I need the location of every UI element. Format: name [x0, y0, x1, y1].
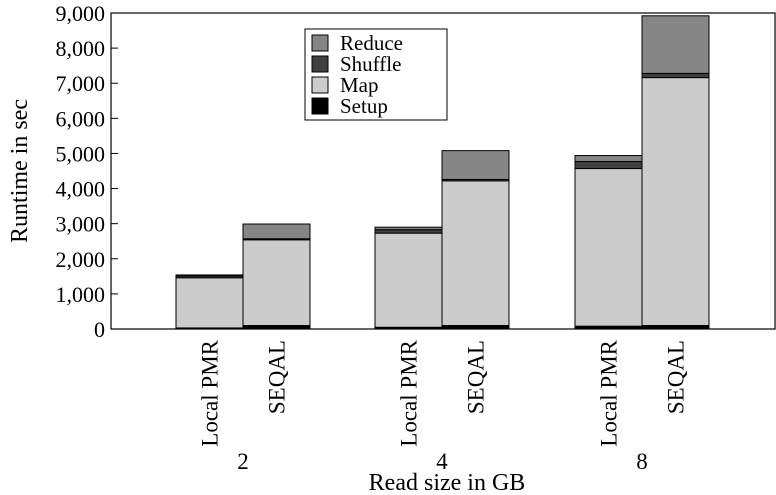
legend-swatch-map — [311, 76, 329, 94]
y-axis-title: Runtime in sec — [7, 99, 33, 243]
bar-label: Local PMR — [397, 339, 422, 446]
bar-segment-reduce — [242, 223, 311, 240]
bar-segment-reduce — [374, 226, 443, 231]
y-tick-label: 8,000 — [56, 36, 106, 61]
bar-segment-shuffle — [641, 72, 710, 79]
y-tick-label: 4,000 — [56, 177, 106, 202]
bar-segment-map — [175, 277, 244, 329]
bar-label: Local PMR — [597, 339, 622, 446]
y-tick-label: 0 — [94, 317, 105, 342]
bar-segment-map — [242, 239, 311, 326]
bar-segment-reduce — [641, 15, 710, 74]
legend-swatch-reduce — [311, 34, 329, 52]
bar-label: SEQAL — [265, 340, 290, 414]
bar-label: SEQAL — [664, 340, 689, 414]
y-tick-label: 9,000 — [56, 1, 106, 26]
bar-segment-map — [574, 168, 643, 327]
bar-segment-shuffle — [374, 229, 443, 234]
legend-swatch-shuffle — [311, 55, 329, 73]
group-label: 2 — [237, 449, 249, 474]
x-axis-title: Read size in GB — [369, 470, 526, 495]
legend-label-setup: Setup — [340, 94, 388, 118]
y-tick-label: 6,000 — [56, 106, 106, 131]
group-label: 8 — [636, 449, 648, 474]
y-tick-label: 3,000 — [56, 212, 106, 237]
bar-segment-map — [441, 180, 510, 326]
y-tick-label: 7,000 — [56, 71, 106, 96]
legend-label-reduce: Reduce — [340, 31, 403, 55]
bar-segment-reduce — [441, 150, 510, 180]
legend-label-shuffle: Shuffle — [340, 52, 401, 76]
y-tick-label: 1,000 — [56, 282, 106, 307]
y-axis: 0 1,000 2,000 3,000 4,000 5,000 6,000 7,000 8,00… — [56, 1, 118, 342]
bar-segment-reduce — [574, 155, 643, 163]
bar-segment-shuffle — [574, 161, 643, 170]
y-tick-label: 5,000 — [56, 141, 106, 166]
x-axis-labels: Local PMR SEQAL 2 Local PMR SEQAL 4 Local PMR S… — [198, 339, 689, 474]
bar-segment-reduce — [175, 274, 244, 277]
legend-swatch-setup — [311, 97, 329, 115]
group-label: 4 — [436, 449, 448, 474]
bar-segment-map — [641, 77, 710, 326]
legend-box — [304, 28, 448, 121]
bar-label: SEQAL — [464, 340, 489, 414]
y-tick-label: 2,000 — [56, 247, 106, 272]
plot-frame — [110, 12, 776, 330]
bar-label: Local PMR — [198, 339, 223, 446]
bar-segment-map — [374, 232, 443, 328]
bars-layer — [175, 15, 710, 330]
legend-label-map: Map — [340, 73, 379, 97]
